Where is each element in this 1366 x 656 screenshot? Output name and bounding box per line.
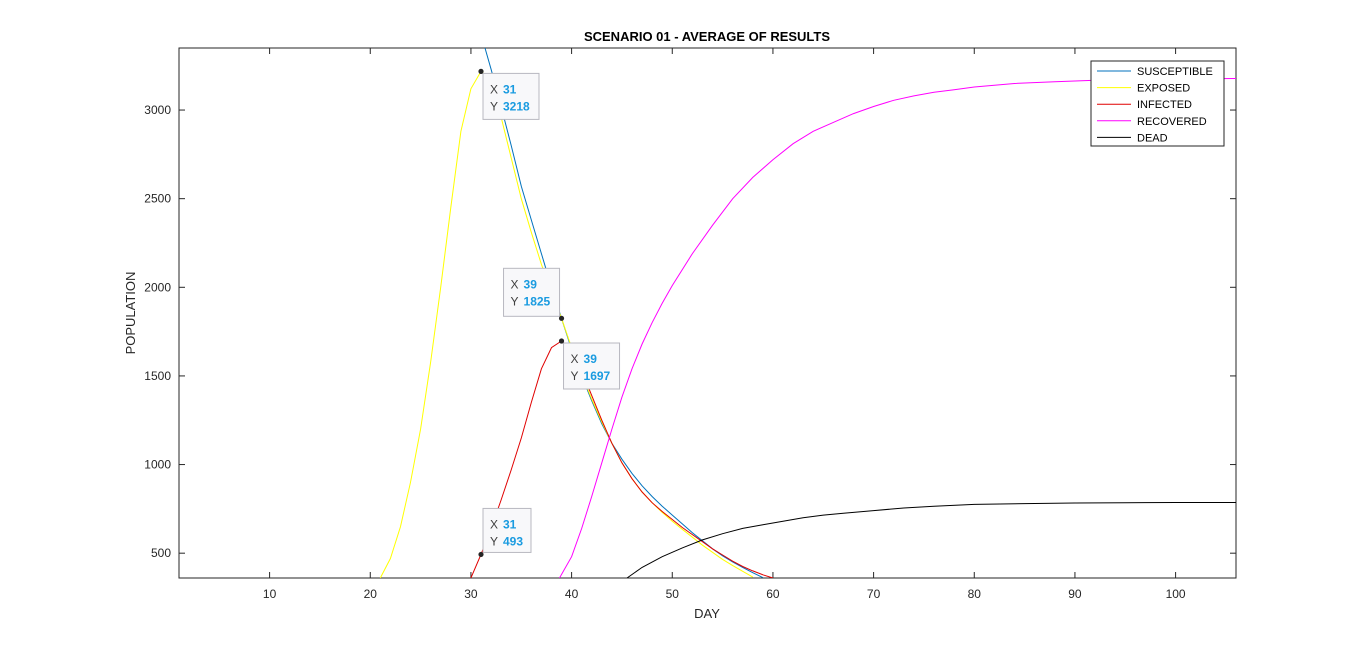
y-tick-label: 500 [151, 546, 171, 560]
axis-ticks: 10 20 30 40 50 60 70 80 90 100 500 1000 1500 2000 2500… [144, 48, 1236, 601]
x-tick-label: 40 [565, 587, 579, 601]
x-tick-label: 50 [666, 587, 680, 601]
y-tick-label: 2500 [144, 192, 171, 206]
data-tip-marker[interactable] [478, 68, 484, 74]
legend[interactable]: SUSCEPTIBLE EXPOSED INFECTED RECOVERED DEAD [1090, 60, 1225, 147]
data-tip-x-value: 31 [503, 517, 517, 531]
data-tip[interactable]: X 39 Y 1697 [558, 338, 621, 390]
plot-area[interactable] [178, 47, 1237, 579]
data-tip-x-label: X [571, 352, 579, 366]
data-tip-y-value: 493 [503, 534, 523, 548]
x-tick-label: 10 [263, 587, 277, 601]
x-tick-label: 60 [766, 587, 780, 601]
legend-entry-exposed[interactable]: EXPOSED [1137, 83, 1190, 95]
x-tick-label: 20 [364, 587, 378, 601]
data-tip-x-value: 39 [524, 277, 538, 291]
legend-entry-susceptible[interactable]: SUSCEPTIBLE [1137, 66, 1213, 78]
data-tip-box [482, 507, 532, 553]
legend-entry-infected[interactable]: INFECTED [1137, 99, 1192, 111]
data-tip[interactable]: X 39 Y 1825 [503, 267, 565, 321]
data-tip-marker[interactable] [478, 551, 484, 558]
series-line-dead[interactable] [626, 502, 1236, 579]
data-tip-y-label: Y [511, 294, 519, 308]
x-tick-label: 80 [968, 587, 982, 601]
series-line-infected[interactable] [470, 340, 774, 578]
data-tips: X 31 Y 3218 X 39 Y 1825 X 39 Y 1697 X 31 Y 493 [478, 68, 621, 558]
data-tip-x-value: 39 [584, 352, 598, 366]
x-tick-label: 70 [867, 587, 881, 601]
legend-entry-recovered[interactable]: RECOVERED [1137, 116, 1207, 128]
data-tip-y-value: 1825 [524, 294, 551, 308]
data-tip-x-label: X [511, 277, 519, 291]
data-tip-x-label: X [490, 82, 498, 96]
series-line-recovered[interactable] [559, 78, 1237, 579]
x-tick-label: 30 [464, 587, 478, 601]
y-tick-label: 3000 [144, 103, 171, 117]
data-tip-box [563, 342, 621, 390]
series-line-exposed[interactable] [379, 70, 754, 578]
y-tick-label: 2000 [144, 280, 171, 294]
data-tip-x-value: 31 [503, 82, 517, 96]
data-tip-y-value: 1697 [584, 369, 611, 383]
x-axis-label: DAY [694, 606, 720, 621]
data-tip-x-label: X [490, 517, 498, 531]
x-tick-label: 90 [1068, 587, 1082, 601]
y-tick-label: 1500 [144, 369, 171, 383]
y-axis-label: POPULATION [123, 272, 138, 355]
data-tip-marker[interactable] [558, 315, 565, 321]
y-tick-label: 1000 [144, 458, 171, 472]
chart-title: SCENARIO 01 - AVERAGE OF RESULTS [584, 29, 830, 44]
data-tip-y-value: 3218 [503, 99, 530, 113]
data-tip-y-label: Y [490, 534, 498, 548]
data-tip[interactable]: X 31 Y 3218 [478, 68, 540, 120]
x-tick-label: 100 [1166, 587, 1186, 601]
data-tip-box [503, 267, 561, 317]
data-tip-y-label: Y [571, 369, 579, 383]
data-tip-marker[interactable] [558, 338, 565, 344]
legend-box [1090, 60, 1225, 147]
legend-entry-dead[interactable]: DEAD [1137, 132, 1168, 144]
data-tip[interactable]: X 31 Y 493 [478, 507, 532, 558]
data-tip-y-label: Y [490, 99, 498, 113]
series-lines [379, 48, 1237, 579]
data-tip-box [482, 72, 540, 120]
